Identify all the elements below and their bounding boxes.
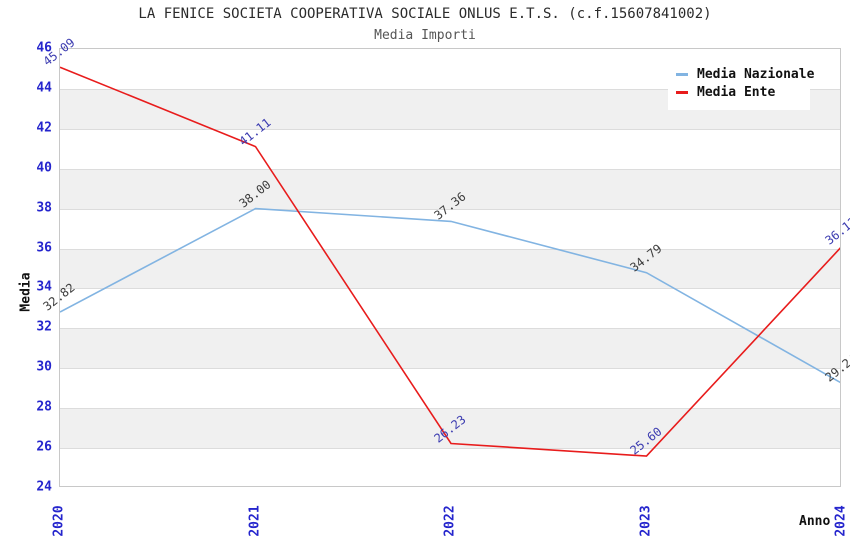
x-tick-label: 2023 <box>638 505 653 537</box>
y-tick-label: 34 <box>36 279 52 295</box>
y-tick-label: 42 <box>36 120 52 136</box>
chart-subtitle: Media Importi <box>374 28 476 43</box>
grid-band <box>60 328 840 369</box>
y-tick-label: 36 <box>36 240 52 256</box>
y-tick-label: 46 <box>36 40 52 56</box>
media-ente-line-swatch <box>676 91 688 94</box>
x-axis-title: Anno <box>799 514 831 529</box>
chart-title: LA FENICE SOCIETA COOPERATIVA SOCIALE ON… <box>138 6 712 22</box>
series-lines <box>60 66 840 457</box>
gridline <box>60 88 840 90</box>
legend-item-media-ente: Media Ente <box>676 85 810 100</box>
y-tick-label: 26 <box>36 439 52 455</box>
x-tick-label: 2020 <box>51 505 67 537</box>
x-tick-label: 2024 <box>833 505 849 537</box>
gridline <box>60 328 840 330</box>
y-tick-label: 38 <box>36 200 52 216</box>
x-tick-label: 2022 <box>442 505 458 537</box>
y-tick-label: 40 <box>36 160 52 176</box>
y-tick-label: 44 <box>36 80 52 96</box>
y-tick-label: 30 <box>36 359 52 375</box>
y-tick-label: 28 <box>36 399 52 415</box>
grid-band <box>60 248 840 289</box>
x-tick-label: 2021 <box>247 505 262 537</box>
gridline <box>60 368 840 370</box>
series-line-1 <box>60 66 840 457</box>
series-line-0 <box>60 207 840 384</box>
gridline <box>60 288 840 290</box>
legend: Media Nazionale Media Ente <box>668 57 814 110</box>
gridline <box>60 248 840 250</box>
gridline <box>60 208 840 210</box>
legend-item-media-nazionale: Media Nazionale <box>676 67 814 82</box>
y-tick-label: 24 <box>36 479 52 495</box>
gridline <box>60 408 840 410</box>
legend-label-media-ente: Media Ente <box>697 85 776 100</box>
gridline <box>60 448 840 450</box>
gridline <box>60 128 840 130</box>
y-tick-label: 32 <box>36 319 52 335</box>
gridline <box>60 168 840 170</box>
legend-label-media-nazionale: Media Nazionale <box>697 67 815 82</box>
plot-area <box>59 48 841 487</box>
media-nazionale-line-swatch <box>676 73 688 76</box>
grid-band <box>60 168 840 209</box>
